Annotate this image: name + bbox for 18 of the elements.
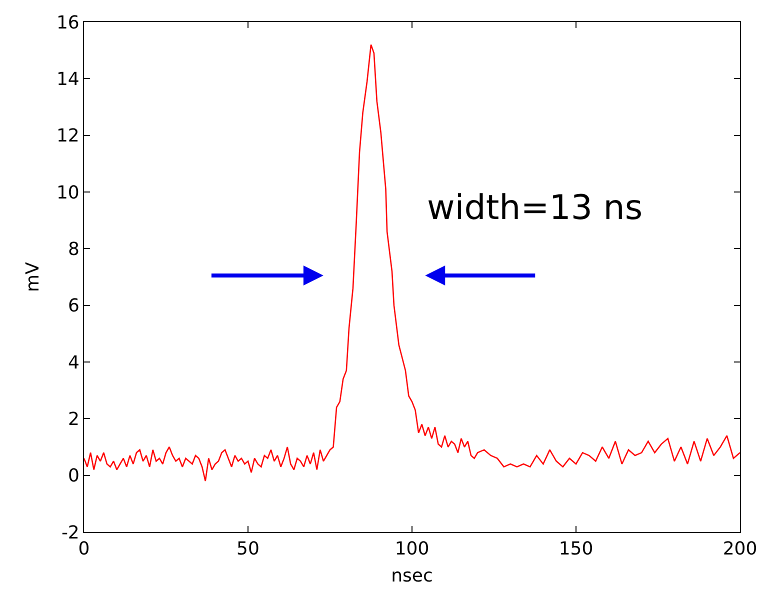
annotation: width=13 ns <box>427 188 643 228</box>
line-series <box>84 44 740 482</box>
x-tick-label: 150 <box>558 538 594 560</box>
y-tick-label: 10 <box>56 182 80 204</box>
y-tick-label: 4 <box>68 352 80 374</box>
x-tick-label: 200 <box>722 538 758 560</box>
y-tick-label: 14 <box>56 68 80 90</box>
y-tick-label: -2 <box>61 522 80 544</box>
y-tick-label: 16 <box>56 12 80 34</box>
y-tick-label: 8 <box>68 238 80 260</box>
y-tick-label: 6 <box>68 296 80 317</box>
y-tick-label: 12 <box>56 126 80 147</box>
y-tick-label: 2 <box>68 408 80 430</box>
x-tick-label: 100 <box>394 538 430 560</box>
x-tick-label: 50 <box>236 538 260 560</box>
x-axis-title: nsec <box>391 566 433 587</box>
y-axis-title: mV <box>22 261 44 292</box>
y-tick-label: 0 <box>68 466 80 487</box>
